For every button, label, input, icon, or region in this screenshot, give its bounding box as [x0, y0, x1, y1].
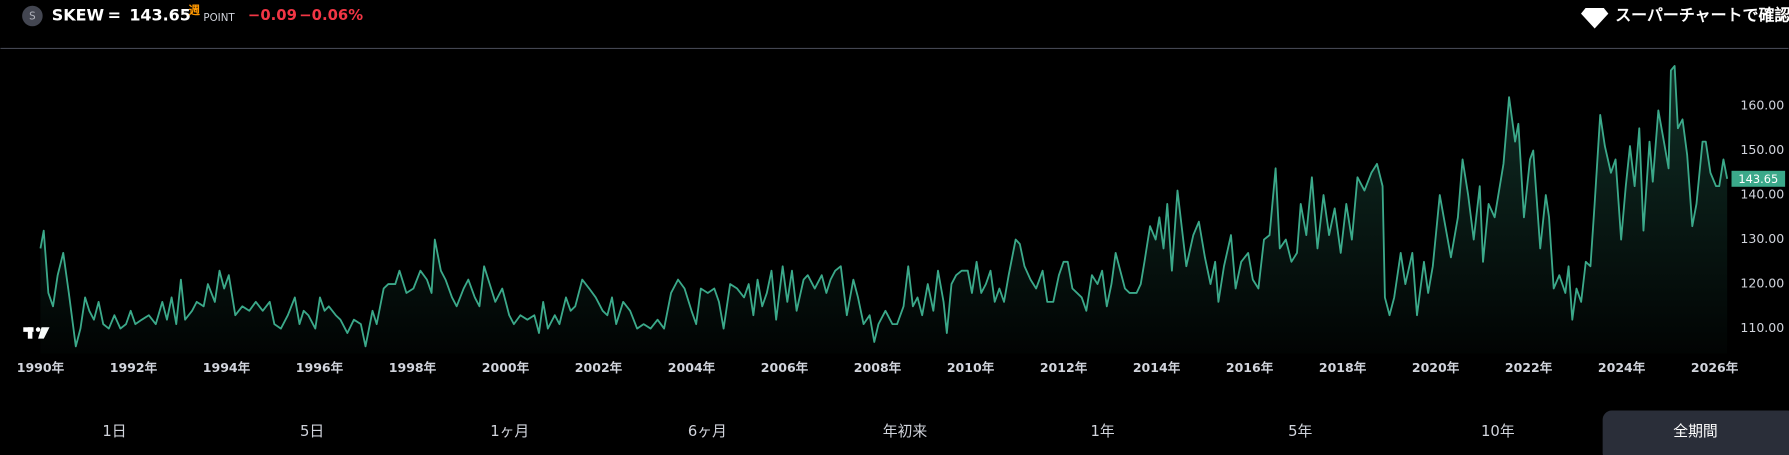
x-tick-label: 2000年 [482, 360, 530, 375]
x-tick-label: 2002年 [575, 360, 623, 375]
x-tick-label: 2018年 [1319, 360, 1367, 375]
x-tick-label: 2012年 [1040, 360, 1088, 375]
link-icon [1580, 7, 1609, 29]
range-button[interactable]: 6ヶ月 [688, 423, 727, 440]
symbol-icon-letter: S [29, 11, 36, 23]
logo-part [35, 327, 41, 332]
x-tick-label: 2026年 [1691, 360, 1739, 375]
x-tick-label: 1998年 [389, 360, 437, 375]
x-tick-label: 2008年 [854, 360, 902, 375]
plot-area: 1990年 1992年 1994年 1996年 1998年 2000年 2002年 2004年… [17, 65, 1786, 375]
symbol-icon [22, 5, 43, 27]
range-button[interactable]: 1年 [1090, 423, 1114, 440]
y-tick-label: 140.00 [1740, 187, 1784, 202]
range-button[interactable]: 1日 [102, 423, 126, 440]
logo-part [27, 327, 33, 339]
range-button-bg[interactable] [1602, 410, 1789, 455]
x-tick-label: 2010年 [947, 360, 995, 375]
x-tick-label: 1990年 [17, 360, 65, 375]
x-tick-label: 2022年 [1505, 360, 1553, 375]
range-button[interactable]: 5日 [300, 423, 324, 440]
area [40, 65, 1728, 354]
x-tick-label: 1996年 [296, 360, 344, 375]
range-button[interactable]: 10年 [1481, 423, 1515, 440]
range-button[interactable]: 年初来 [883, 423, 928, 440]
line [39, 65, 1729, 348]
range-button[interactable]: 全期間 [1673, 422, 1717, 440]
link-text[interactable]: スーパーチャートで確認 [1615, 5, 1789, 24]
interval: 週 [189, 3, 201, 17]
y-tick-label: 130.00 [1740, 231, 1784, 246]
change-percent: −0.06% [299, 7, 363, 24]
unit: POINT [203, 12, 235, 24]
super-chart-link[interactable]: スーパーチャートで確認 [1580, 5, 1789, 29]
range-button[interactable]: 5年 [1288, 423, 1312, 440]
x-tick-label: 2004年 [668, 360, 716, 375]
range-bar: 1日 5日 1ヶ月 6ヶ月 年初来 1年 5年 10年 全期間 [102, 410, 1789, 455]
last-value-label: 143.65 [1738, 172, 1778, 186]
x-tick-label: 2020年 [1412, 360, 1460, 375]
y-tick-label: 120.00 [1740, 276, 1784, 291]
x-tick-label: 2016年 [1226, 360, 1274, 375]
x-tick-label: 2024年 [1598, 360, 1646, 375]
separator: = [108, 5, 121, 24]
price: 143.65 [129, 5, 191, 24]
change: −0.09 [248, 7, 297, 24]
y-tick-label: 110.00 [1740, 320, 1784, 335]
x-tick-label: 1994年 [203, 360, 251, 375]
x-tick-label: 2006年 [761, 360, 809, 375]
range-button[interactable]: 1ヶ月 [490, 423, 529, 440]
y-tick-label: 160.00 [1740, 98, 1784, 113]
y-tick-label: 150.00 [1740, 142, 1784, 157]
last-value-tag [1731, 170, 1786, 187]
x-tick-label: 2014年 [1133, 360, 1181, 375]
symbol: SKEW [52, 5, 105, 24]
x-tick-label: 1992年 [110, 360, 158, 375]
